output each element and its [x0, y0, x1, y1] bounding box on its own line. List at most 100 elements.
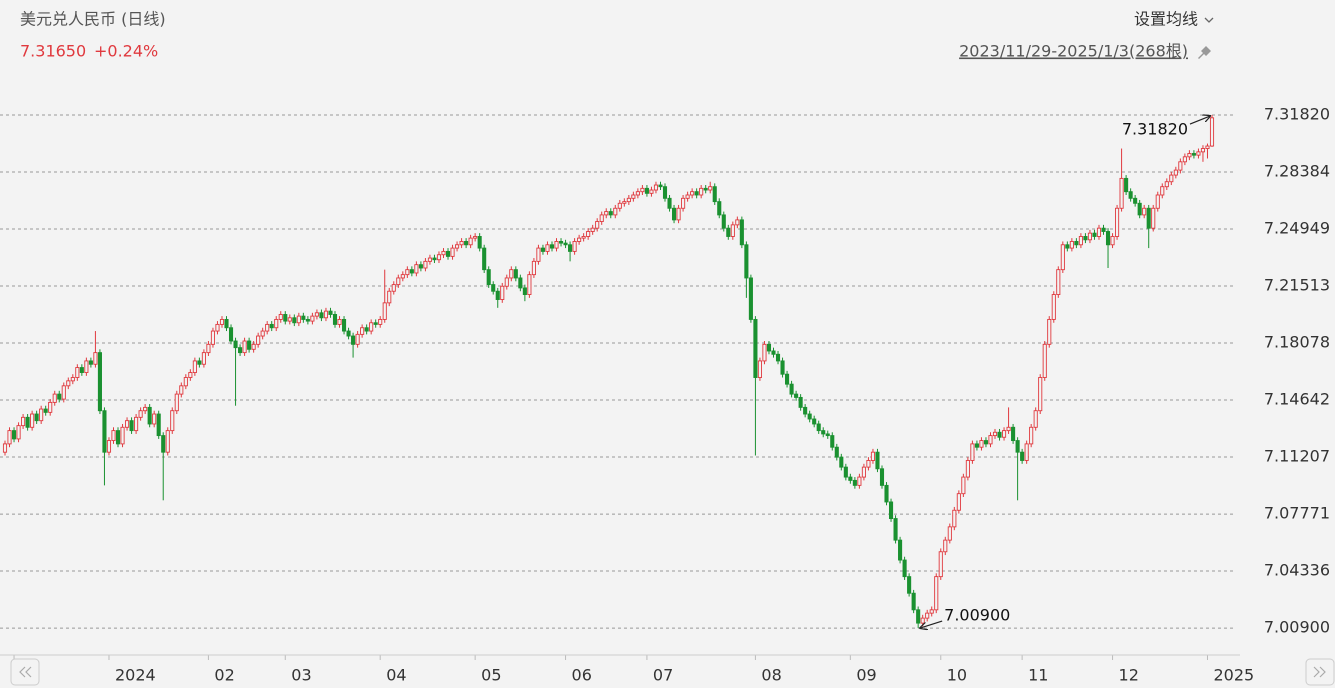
candle-body	[1191, 153, 1196, 156]
candle-body	[1074, 241, 1079, 246]
candle-body	[102, 410, 107, 453]
candle-body	[396, 277, 401, 286]
candle-body	[278, 314, 283, 320]
candle-body	[848, 476, 853, 481]
candle-body	[328, 310, 333, 315]
candle-body	[364, 327, 369, 332]
candle-body	[1087, 232, 1092, 241]
candle-body	[1033, 410, 1038, 428]
candle-body	[794, 393, 799, 398]
candle-body	[206, 343, 211, 354]
pin-icon[interactable]	[1198, 46, 1211, 59]
x-tick-label: 12	[1119, 666, 1139, 685]
candle-body	[156, 413, 161, 437]
candle-body	[979, 440, 984, 448]
candle-body	[1011, 426, 1016, 442]
candle-body	[545, 244, 550, 252]
candle-body	[1096, 227, 1102, 237]
candle-body	[238, 347, 243, 354]
candle-body	[522, 287, 527, 296]
candle-body	[16, 425, 21, 440]
candle-body	[1038, 377, 1043, 412]
candle-body	[504, 277, 509, 287]
chevron[interactable]	[1204, 17, 1214, 23]
candle-body	[228, 327, 234, 342]
candle-body	[233, 340, 238, 349]
candle-body	[568, 244, 573, 252]
candle-body	[1160, 186, 1165, 196]
x-tick-label: 08	[761, 666, 781, 685]
candle-body	[84, 360, 89, 373]
candle-body	[382, 302, 387, 320]
candle-body	[531, 260, 536, 276]
candle-body	[477, 236, 482, 249]
candle-body	[513, 269, 518, 279]
candle-body	[323, 310, 329, 319]
candle-body	[644, 187, 649, 194]
y-tick-label: 7.11207	[1264, 447, 1330, 466]
candle-body	[341, 318, 347, 332]
candle-body	[351, 335, 356, 345]
candle-body	[61, 385, 66, 400]
candle-body	[658, 184, 663, 188]
candle-body	[812, 418, 817, 425]
candle-body	[961, 476, 966, 495]
candle-body	[1146, 207, 1151, 229]
candle-body	[730, 224, 735, 237]
candle-body	[387, 290, 392, 304]
y-tick-label: 7.14642	[1264, 390, 1330, 409]
candle-body	[536, 247, 541, 262]
candle-body	[30, 413, 35, 428]
candle-body	[210, 330, 215, 345]
candle-body	[834, 446, 839, 458]
candle-body	[106, 440, 112, 453]
candle-body	[1182, 156, 1187, 163]
candle-body	[296, 315, 301, 324]
candle-body	[888, 501, 894, 520]
candle-body	[893, 518, 898, 541]
candle-body	[870, 451, 876, 461]
candle-body	[436, 254, 442, 261]
scroll-right[interactable]	[1305, 658, 1335, 686]
candle-body	[857, 476, 862, 486]
annotation-label: 7.31820	[1122, 120, 1188, 139]
ma-button[interactable]: 设置均线	[1134, 10, 1198, 29]
candle-body	[708, 186, 713, 191]
range-label[interactable]: 2023/11/29-2025/1/3(268根)	[959, 42, 1188, 61]
candle-body	[577, 237, 582, 242]
candle-body	[129, 420, 134, 432]
y-tick-label: 7.00900	[1264, 618, 1330, 637]
candle-body	[134, 416, 139, 432]
candle-body	[816, 423, 821, 432]
candle-body	[1015, 440, 1020, 453]
candle-body	[789, 383, 794, 395]
candle-body	[427, 257, 432, 262]
candle-body	[1137, 202, 1142, 216]
candle-body	[875, 451, 880, 470]
candle-body	[373, 322, 378, 325]
candle-body	[775, 353, 781, 362]
candle-body	[1047, 318, 1052, 345]
candle-body	[1002, 430, 1007, 438]
candle-body	[717, 201, 722, 216]
candle-body	[622, 201, 627, 204]
candle-body	[581, 236, 586, 239]
candle-body	[115, 430, 121, 445]
scroll-left[interactable]	[10, 658, 40, 686]
price: 7.31650	[20, 42, 86, 61]
candle-body	[721, 214, 726, 229]
candle-body	[161, 435, 166, 453]
candle-body	[595, 221, 600, 229]
candle-body	[265, 323, 270, 332]
candle-body	[1101, 227, 1106, 232]
candle-body	[197, 360, 202, 365]
annotation-arrow	[920, 620, 943, 628]
x-tick-label: 07	[653, 666, 673, 685]
candle-body	[355, 333, 360, 345]
x-tick-label: 04	[386, 666, 406, 685]
chart-title: 美元兑人民币 (日线)	[20, 10, 166, 29]
candle-body	[491, 284, 496, 292]
candle-body	[662, 186, 668, 199]
candle-body	[1178, 161, 1183, 171]
